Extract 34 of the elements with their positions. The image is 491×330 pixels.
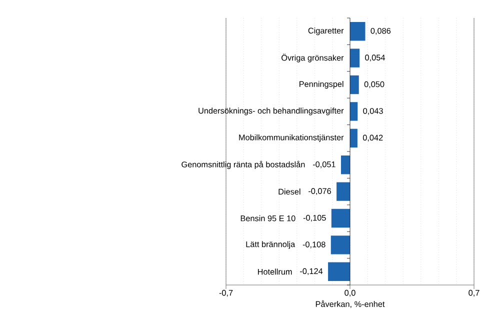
y-tick-label: Lätt brännolja [246,241,296,249]
bar [328,262,350,281]
bar [340,156,350,174]
data-label: -0,076 [308,188,331,195]
bar [350,48,360,68]
data-label: 0,086 [370,28,391,35]
data-label: 0,054 [365,54,385,62]
y-tick-label: Undersöknings- och behandlingsavgifter [198,108,344,116]
y-tick-label: Mobilkommunikationstjänster [239,134,344,142]
bar [336,182,350,201]
y-tick-label: Penningspel [300,80,344,89]
bar [350,75,359,94]
x-axis-title: Påverkan, %-enhet [316,300,385,308]
data-label: -0,051 [312,161,336,168]
y-tick-label: Hotellrum [258,268,292,275]
bar [331,208,350,228]
data-label: -0,105 [303,214,326,222]
data-label: 0,042 [362,134,383,142]
data-label: 0,043 [363,108,383,115]
x-tick-label: -0,7 [219,290,233,297]
y-tick-label: Diesel [278,188,300,195]
data-label: -0,124 [300,268,323,276]
y-tick-label: Övriga grönsaker [282,54,344,62]
bar [330,236,350,254]
x-tick-label: 0,0 [344,290,356,297]
data-label: -0,108 [302,242,326,248]
y-tick-label: Cigaretter [308,28,344,36]
bar [350,128,358,148]
y-tick-label: Bensin 95 E 10 [240,215,296,222]
x-tick-label: 0,7 [468,290,480,297]
data-label: 0,050 [364,81,384,88]
bar [350,22,366,41]
bar [350,102,358,121]
y-tick-label: Genomsnittlig ränta på bostadslån [182,160,305,169]
